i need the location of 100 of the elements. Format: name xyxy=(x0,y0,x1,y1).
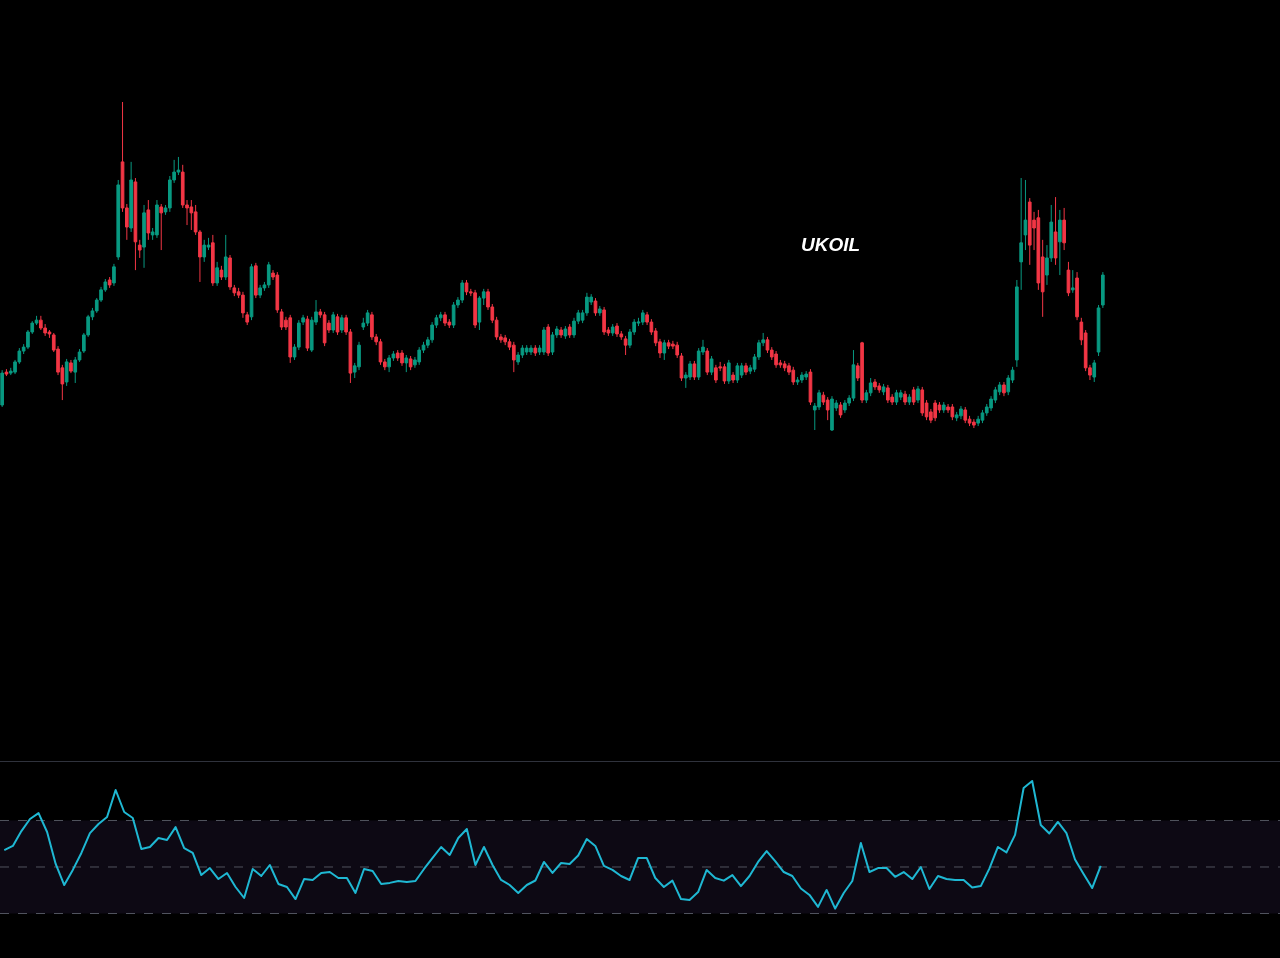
candlestick xyxy=(1075,271,1079,321)
candlestick xyxy=(533,344,538,357)
candlestick xyxy=(774,350,778,369)
candlestick xyxy=(305,315,310,352)
candlestick xyxy=(597,305,602,317)
candlestick xyxy=(911,386,916,406)
candlestick xyxy=(254,262,258,299)
candlestick xyxy=(202,239,207,263)
candlestick xyxy=(529,344,533,356)
candlestick xyxy=(1070,269,1075,294)
candlestick xyxy=(898,389,903,401)
candlestick xyxy=(1002,381,1006,397)
candlestick xyxy=(129,161,133,233)
candlestick xyxy=(615,322,619,338)
candlestick xyxy=(567,323,572,339)
candlestick xyxy=(503,334,508,346)
candlestick xyxy=(137,239,142,259)
candlestick xyxy=(408,355,413,371)
candlestick xyxy=(189,199,194,231)
candlestick xyxy=(258,284,262,299)
candlestick xyxy=(69,359,73,374)
candlestick xyxy=(744,362,748,376)
candlestick xyxy=(795,376,800,386)
candlestick xyxy=(155,199,159,239)
candlestick xyxy=(739,362,744,379)
candlestick xyxy=(959,405,963,420)
candlestick xyxy=(370,311,374,341)
candlestick xyxy=(511,341,516,373)
candlestick xyxy=(933,399,937,422)
candlestick xyxy=(972,418,976,429)
candlestick xyxy=(146,199,151,241)
candlestick xyxy=(692,360,697,381)
candlestick xyxy=(443,311,447,327)
candlestick xyxy=(331,311,336,334)
candlestick xyxy=(963,406,968,424)
candlestick xyxy=(249,263,254,321)
candlestick xyxy=(830,395,834,432)
candlestick xyxy=(0,369,4,408)
candlestick xyxy=(211,234,215,287)
candlestick xyxy=(726,359,731,385)
candlestick xyxy=(142,204,146,269)
candlestick xyxy=(877,382,882,394)
candlestick xyxy=(705,347,710,376)
candlestick xyxy=(1019,177,1023,291)
candlestick xyxy=(223,234,228,281)
candlestick xyxy=(159,203,164,251)
candlestick xyxy=(662,339,667,361)
candlestick xyxy=(107,276,112,289)
candlestick xyxy=(825,396,830,421)
candlestick xyxy=(1053,196,1058,266)
candlestick xyxy=(873,378,877,391)
candlestick xyxy=(133,177,138,271)
candlestick xyxy=(804,370,808,381)
candlestick xyxy=(941,401,946,414)
candlestick xyxy=(451,301,456,329)
candlestick xyxy=(1066,261,1071,297)
candlestick xyxy=(920,386,925,417)
candlestick xyxy=(851,349,856,402)
candlestick xyxy=(404,354,409,373)
candlestick xyxy=(593,297,598,317)
candlestick xyxy=(1027,197,1032,266)
candlestick xyxy=(473,289,477,329)
candlestick xyxy=(563,325,568,340)
candlestick xyxy=(546,323,551,357)
candlestick xyxy=(288,314,293,364)
candlestick xyxy=(400,349,404,367)
candlestick xyxy=(903,390,907,406)
candlestick xyxy=(116,179,121,261)
candlestick xyxy=(950,403,955,421)
candlestick xyxy=(1058,209,1062,276)
candlestick xyxy=(339,314,344,334)
candlestick xyxy=(860,341,864,404)
candlestick xyxy=(610,323,615,337)
candlestick xyxy=(322,311,327,347)
candlestick xyxy=(843,399,847,414)
candlestick xyxy=(1015,279,1019,368)
candlestick xyxy=(219,265,224,281)
candlestick xyxy=(623,335,628,356)
candlestick xyxy=(266,261,271,289)
candlestick xyxy=(215,261,219,287)
candlestick xyxy=(64,358,69,387)
candlestick xyxy=(559,326,563,339)
candlestick xyxy=(112,263,116,287)
candlestick xyxy=(731,371,735,384)
candlestick xyxy=(602,306,606,336)
candlestick xyxy=(782,360,787,372)
candlestick xyxy=(395,349,400,362)
candlestick xyxy=(666,339,671,350)
candlestick xyxy=(916,385,920,404)
candlestick xyxy=(714,364,718,384)
candlestick xyxy=(907,393,912,406)
candlestick xyxy=(838,401,843,419)
candlestick xyxy=(640,309,645,326)
candlestick xyxy=(709,355,714,376)
candlestick xyxy=(275,271,280,314)
candlestick xyxy=(894,389,899,406)
candlestick xyxy=(881,383,886,396)
candlestick xyxy=(387,354,391,373)
candlestick xyxy=(886,384,890,404)
candlestick xyxy=(417,346,422,366)
